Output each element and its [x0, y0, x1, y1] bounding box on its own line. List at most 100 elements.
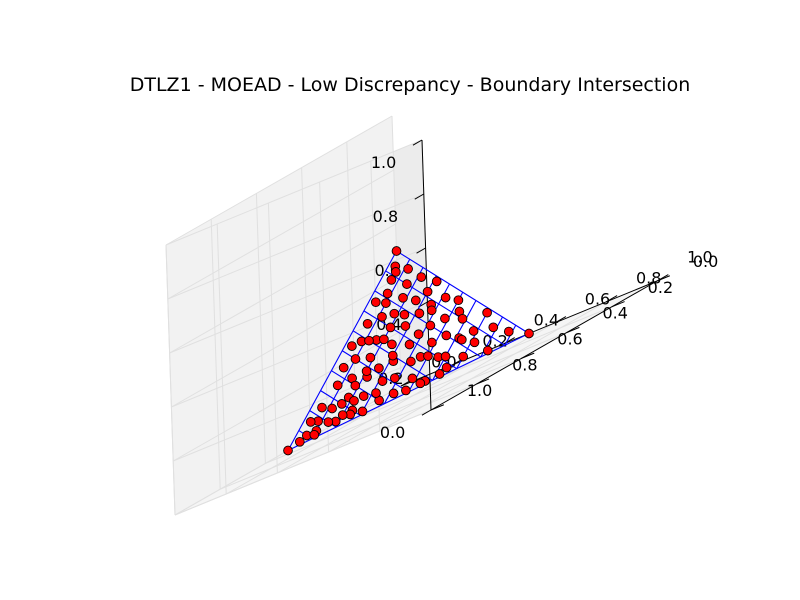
data-point	[403, 264, 413, 274]
data-point	[407, 373, 418, 384]
gridline	[265, 357, 522, 464]
x-tick-label: 0.0	[693, 252, 718, 271]
data-point	[388, 388, 399, 399]
data-point	[370, 297, 381, 308]
data-point	[327, 403, 337, 414]
x-tick	[566, 326, 580, 334]
data-point	[349, 395, 359, 406]
x-tick	[521, 352, 535, 359]
z-tick	[412, 139, 423, 146]
y-tick	[656, 274, 669, 282]
data-point	[440, 313, 450, 324]
data-point	[347, 341, 357, 351]
x-tick-label: 0.8	[512, 355, 537, 374]
gridline	[165, 244, 176, 516]
data-point	[402, 279, 412, 289]
gridline	[165, 139, 423, 246]
data-point	[386, 275, 397, 285]
data-point	[482, 345, 493, 356]
gridline	[255, 193, 266, 464]
gridline	[173, 355, 430, 462]
data-point	[336, 399, 347, 409]
data-point	[400, 321, 411, 331]
z-tick	[421, 409, 432, 416]
x-tick	[430, 404, 444, 411]
data-point	[458, 351, 469, 362]
data-point	[422, 286, 433, 297]
y-tick	[503, 337, 515, 345]
x-tick-label: 0.4	[602, 304, 627, 323]
x-tick-label: 0.2	[648, 278, 673, 297]
data-point	[469, 337, 480, 348]
data-point	[387, 350, 398, 361]
data-point	[427, 337, 437, 348]
axes-panes	[166, 116, 657, 515]
z-axis-line	[421, 139, 432, 411]
data-point	[337, 410, 348, 420]
data-point	[364, 335, 374, 346]
data-point	[350, 380, 361, 391]
gridline	[319, 181, 330, 453]
gridline	[225, 364, 453, 495]
data-point	[332, 380, 343, 391]
data-point	[406, 356, 416, 367]
data-point	[385, 322, 396, 333]
gridline	[171, 277, 398, 408]
data-point	[404, 339, 415, 350]
data-point	[382, 288, 393, 299]
x-tick	[476, 378, 490, 385]
data-point	[390, 267, 401, 277]
data-point	[441, 330, 452, 341]
y-tick-label: 0.2	[482, 332, 507, 351]
data-point	[338, 362, 349, 373]
y-tick	[554, 316, 567, 324]
data-point	[401, 385, 411, 396]
data-point	[357, 406, 368, 417]
x-tick	[611, 301, 625, 308]
y-tick-label: 0.8	[636, 269, 661, 288]
chart-title: DTLZ1 - MOEAD - Low Discrepancy - Bounda…	[130, 74, 691, 96]
data-point	[426, 305, 437, 316]
pane-floor	[175, 281, 657, 515]
data-point	[441, 362, 452, 373]
data-point	[440, 351, 451, 362]
data-point	[389, 373, 400, 383]
data-point	[358, 391, 369, 401]
mesh-line	[432, 300, 477, 381]
data-point	[317, 402, 327, 413]
z-tick	[416, 247, 426, 254]
data-point	[456, 334, 467, 345]
gridline	[216, 223, 227, 495]
data-point	[440, 292, 451, 303]
data-point	[294, 436, 305, 447]
z-tick	[414, 193, 425, 200]
data-point	[377, 311, 387, 322]
data-point	[503, 326, 514, 337]
data-point	[399, 309, 410, 320]
z-tick-label: 0.8	[373, 207, 398, 226]
y-tick-label: 1.0	[687, 248, 712, 267]
gridline	[355, 306, 612, 413]
gridline	[267, 202, 278, 474]
data-point	[387, 339, 397, 350]
data-point	[468, 326, 479, 336]
data-point	[389, 308, 400, 319]
gridline	[169, 223, 396, 354]
data-point	[423, 351, 433, 361]
data-point	[453, 295, 464, 306]
data-point	[434, 369, 445, 379]
gridline	[210, 219, 221, 490]
data-point	[371, 388, 381, 398]
data-point	[350, 354, 361, 364]
data-point	[381, 298, 391, 308]
data-point	[362, 318, 373, 329]
data-point	[283, 445, 293, 456]
x-tick-label: 1.0	[467, 381, 492, 400]
gridline	[167, 193, 424, 300]
x-tick-label: 0.6	[557, 329, 582, 348]
data-point	[425, 320, 436, 331]
gridline	[370, 160, 381, 432]
gridline	[174, 409, 432, 516]
gridline	[277, 343, 504, 474]
